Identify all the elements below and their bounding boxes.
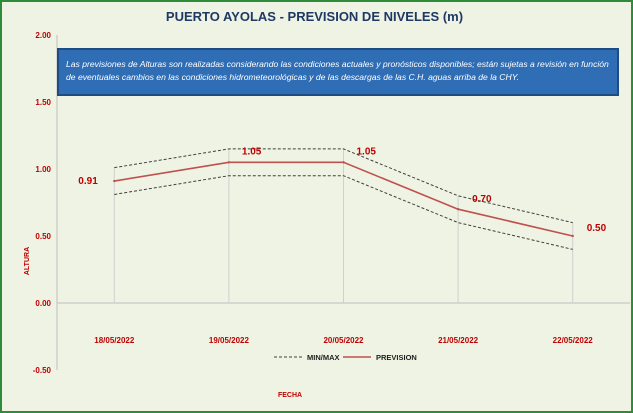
x-tick-label: 19/05/2022	[209, 336, 250, 345]
series-min-line	[114, 175, 573, 250]
y-tick-label: 0.50	[35, 232, 51, 241]
legend-label-minmax: MIN/MAX	[307, 353, 340, 362]
x-axis-title: FECHA	[278, 392, 302, 399]
y-tick-label: -0.50	[33, 366, 52, 375]
prevision-point	[113, 179, 116, 183]
data-label: 0.91	[78, 176, 98, 187]
forecast-notice: Las previsiones de Alturas son realizada…	[57, 48, 619, 96]
legend-label-prevision: PREVISION	[376, 353, 417, 362]
prevision-point	[456, 208, 460, 211]
y-axis-title: ALTURA	[24, 247, 31, 275]
series-max-line	[114, 148, 573, 224]
data-label: 0.70	[472, 194, 492, 205]
y-tick-label: 1.50	[35, 98, 51, 107]
x-tick-label: 21/05/2022	[438, 336, 479, 345]
x-tick-label: 22/05/2022	[553, 336, 594, 345]
prevision-point	[571, 234, 574, 238]
x-tick-label: 20/05/2022	[323, 336, 364, 345]
prevision-point	[227, 161, 231, 164]
y-tick-label: 0.00	[35, 299, 51, 308]
x-tick-label: 18/05/2022	[94, 336, 135, 345]
data-label: 0.50	[587, 223, 607, 234]
chart-legend: MIN/MAX PREVISION	[274, 353, 417, 362]
y-tick-label: 2.00	[35, 31, 51, 40]
data-label: 1.05	[242, 146, 262, 157]
prevision-point	[342, 161, 345, 164]
y-tick-label: 1.00	[35, 165, 51, 174]
plot-area: -0.50 0.00 0.50 1.00 1.50 2.00 18/05/2022 19/05…	[24, 31, 630, 399]
data-label: 1.05	[357, 146, 377, 157]
chart-title: PUERTO AYOLAS - PREVISION DE NIVELES (m)	[165, 9, 464, 24]
